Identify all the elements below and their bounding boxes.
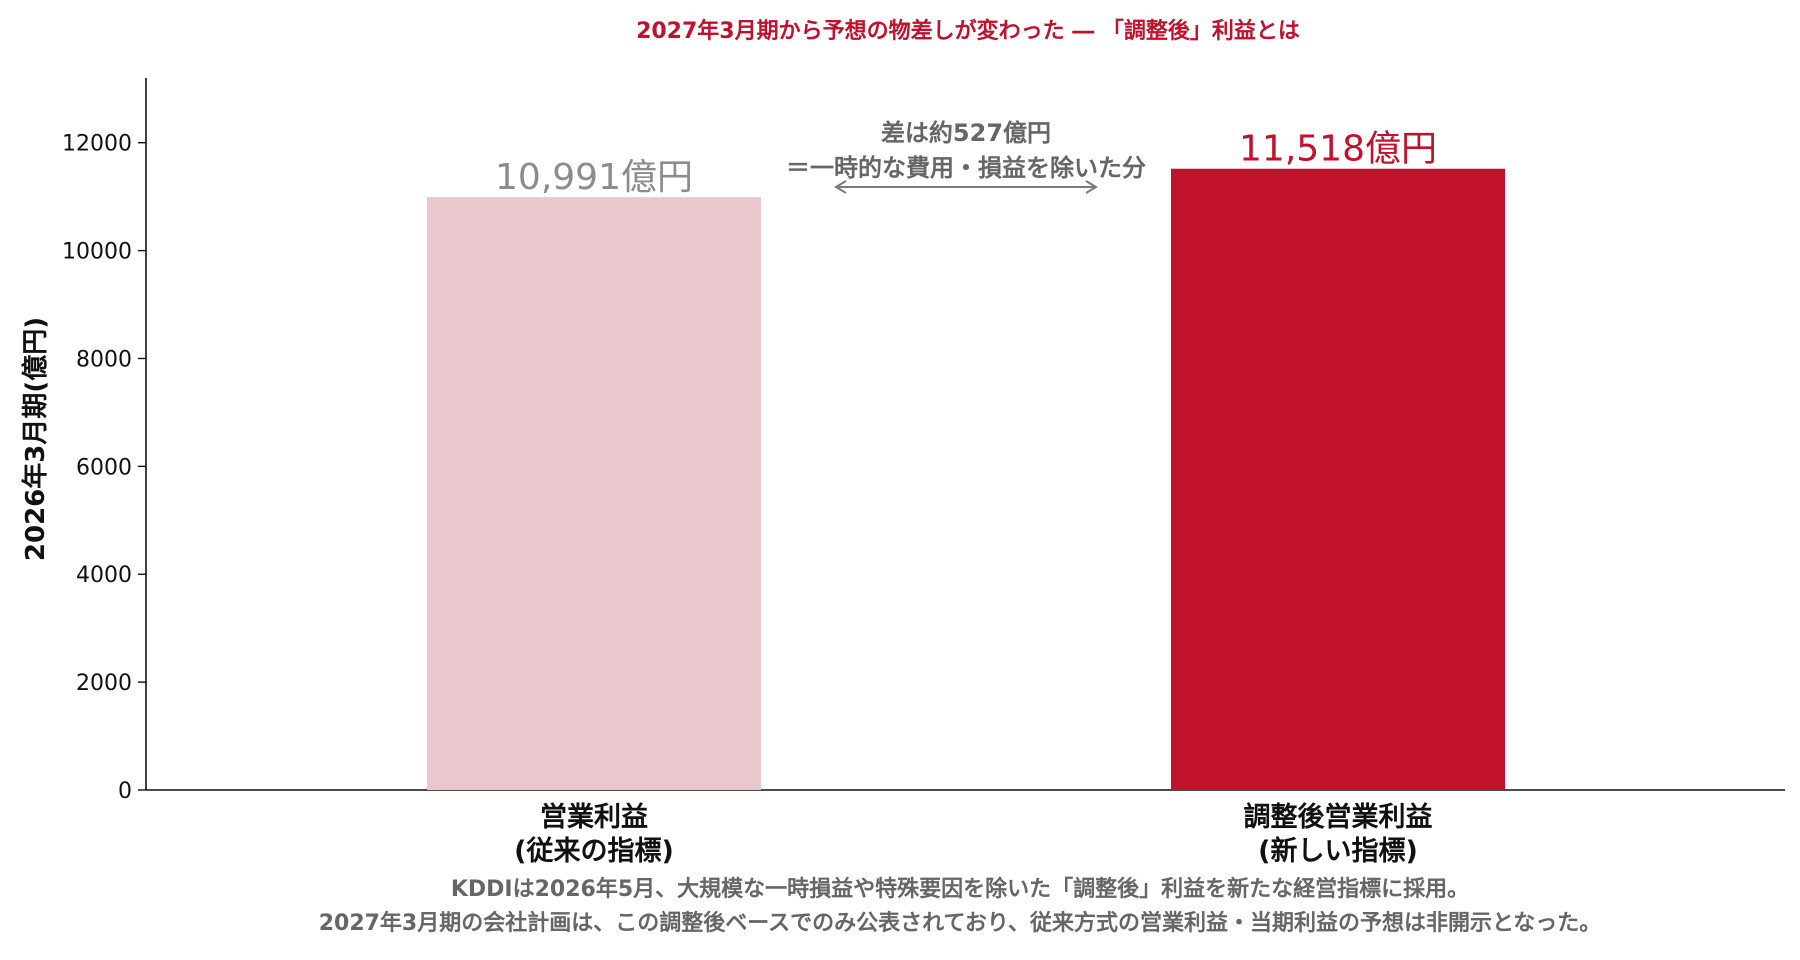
annotation-line-1: 差は約527億円 — [881, 119, 1051, 147]
y-tick-label: 8000 — [76, 347, 132, 372]
category-label-1-line-1: 営業利益 — [540, 801, 648, 833]
value-label-2: 11,518億円 — [1239, 129, 1437, 170]
bar-2 — [1171, 168, 1505, 790]
axes: 0 2000 4000 6000 8000 10000 12000 2026年3月期(億円) — [20, 78, 1785, 804]
category-label-2-line-1: 調整後営業利益 — [1244, 801, 1433, 833]
difference-annotation: 差は約527億円 ＝一時的な費用・損益を除いた分 — [786, 119, 1146, 194]
value-label-1: 10,991億円 — [495, 157, 693, 198]
y-axis-label: 2026年3月期(億円) — [20, 317, 51, 561]
difference-arrow-left-head — [834, 180, 847, 194]
chart-title: 2027年3月期から予想の物差しが変わった ― 「調整後」利益とは — [636, 18, 1300, 44]
category-label-2-line-2: (新しい指標) — [1258, 835, 1418, 867]
y-tick-label: 2000 — [76, 671, 132, 696]
y-tick-label: 10000 — [62, 240, 132, 265]
y-tick-label: 12000 — [62, 132, 132, 157]
y-tick-label: 6000 — [76, 455, 132, 480]
bars — [427, 168, 1505, 791]
category-label-1-line-2: (従来の指標) — [514, 836, 674, 867]
difference-arrow-right-head — [1085, 180, 1098, 194]
y-tick-label: 0 — [118, 779, 132, 804]
bar-1 — [427, 197, 761, 791]
footnote-line-1: KDDIは2026年5月、大規模な一時損益や特殊要因を除いた「調整後」利益を新た… — [451, 876, 1469, 902]
y-tick-label: 4000 — [76, 563, 132, 588]
annotation-line-2: ＝一時的な費用・損益を除いた分 — [786, 154, 1146, 182]
footnote: KDDIは2026年5月、大規模な一時損益や特殊要因を除いた「調整後」利益を新た… — [319, 876, 1602, 936]
footnote-line-2: 2027年3月期の会社計画は、この調整後ベースでのみ公表されており、従来方式の営… — [319, 910, 1602, 936]
